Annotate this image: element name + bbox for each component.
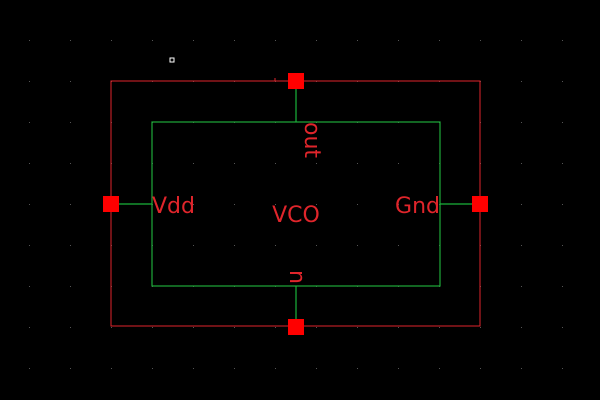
- grid-dot: [439, 40, 440, 41]
- grid-dot: [275, 40, 276, 41]
- grid-dot: [480, 40, 481, 41]
- grid-dot: [357, 327, 358, 328]
- grid-dot: [234, 204, 235, 205]
- pin-square-top[interactable]: [288, 73, 304, 89]
- grid-dot: [29, 368, 30, 369]
- pin-square-bottom[interactable]: [288, 319, 304, 335]
- grid-dot: [234, 368, 235, 369]
- grid-dot: [521, 286, 522, 287]
- grid-dot: [521, 40, 522, 41]
- grid-dot: [193, 40, 194, 41]
- grid-dot: [316, 245, 317, 246]
- grid-dot: [562, 122, 563, 123]
- pin-label-out: out: [299, 122, 324, 158]
- grid-dot: [398, 163, 399, 164]
- grid-dot: [521, 368, 522, 369]
- grid-dot: [29, 327, 30, 328]
- grid-dot: [275, 163, 276, 164]
- grid-dot: [152, 327, 153, 328]
- origin-marker: [169, 57, 175, 63]
- grid-dot: [480, 327, 481, 328]
- grid-dot: [111, 40, 112, 41]
- grid-dot: [193, 368, 194, 369]
- grid-dot: [275, 245, 276, 246]
- pin-square-right[interactable]: [472, 196, 488, 212]
- grid-dot: [70, 245, 71, 246]
- grid-dot: [562, 40, 563, 41]
- grid-dot: [70, 40, 71, 41]
- grid-dot: [521, 163, 522, 164]
- grid-dot: [29, 163, 30, 164]
- pin-square-left[interactable]: [103, 196, 119, 212]
- grid-dot: [562, 286, 563, 287]
- grid-dot: [111, 368, 112, 369]
- grid-dot: [562, 163, 563, 164]
- grid-dot: [562, 245, 563, 246]
- grid-dot: [357, 368, 358, 369]
- grid-dot: [316, 204, 317, 205]
- grid-dot: [562, 204, 563, 205]
- grid-dot: [439, 327, 440, 328]
- grid-dot: [234, 327, 235, 328]
- grid-dot: [521, 327, 522, 328]
- pin-label-n: n: [284, 270, 309, 284]
- grid-dot: [316, 40, 317, 41]
- grid-dot: [29, 81, 30, 82]
- grid-dot: [275, 327, 276, 328]
- grid-dot: [29, 245, 30, 246]
- grid-dot: [193, 204, 194, 205]
- grid-dot: [70, 368, 71, 369]
- grid-dot: [316, 327, 317, 328]
- grid-dot: [29, 40, 30, 41]
- grid-dot: [357, 245, 358, 246]
- grid-dot: [234, 40, 235, 41]
- grid-dot: [316, 163, 317, 164]
- grid-dot: [275, 368, 276, 369]
- grid-dot: [562, 81, 563, 82]
- grid-dot: [70, 327, 71, 328]
- grid-dot: [521, 204, 522, 205]
- grid-dot: [193, 327, 194, 328]
- grid-dot: [193, 245, 194, 246]
- grid-dot: [398, 368, 399, 369]
- grid-dot: [70, 204, 71, 205]
- grid-dot: [152, 368, 153, 369]
- grid-dot: [234, 163, 235, 164]
- grid-dot: [562, 368, 563, 369]
- grid-dot: [357, 204, 358, 205]
- grid-dot: [152, 40, 153, 41]
- grid-dot: [316, 368, 317, 369]
- grid-dot: [29, 204, 30, 205]
- grid-dot: [193, 163, 194, 164]
- grid-dot: [480, 368, 481, 369]
- grid-dot: [275, 204, 276, 205]
- grid-dot: [111, 327, 112, 328]
- grid-dot: [29, 286, 30, 287]
- pin-label-gnd: Gnd: [395, 194, 440, 219]
- grid-dot: [70, 122, 71, 123]
- grid-dot: [234, 245, 235, 246]
- grid-dot: [70, 81, 71, 82]
- grid-dot: [398, 40, 399, 41]
- grid-dot: [398, 327, 399, 328]
- symbol-name-label: VCO: [272, 203, 320, 228]
- grid-dot: [398, 204, 399, 205]
- grid-dot: [521, 81, 522, 82]
- grid-dot: [562, 327, 563, 328]
- grid-dot: [398, 245, 399, 246]
- grid-dot: [70, 286, 71, 287]
- grid-dot: [439, 368, 440, 369]
- grid-dot: [70, 163, 71, 164]
- grid-dot: [29, 122, 30, 123]
- grid-dot: [357, 40, 358, 41]
- grid-dot: [521, 245, 522, 246]
- grid-dot: [521, 122, 522, 123]
- pin-label-vdd: Vdd: [152, 194, 195, 219]
- grid-dot: [357, 163, 358, 164]
